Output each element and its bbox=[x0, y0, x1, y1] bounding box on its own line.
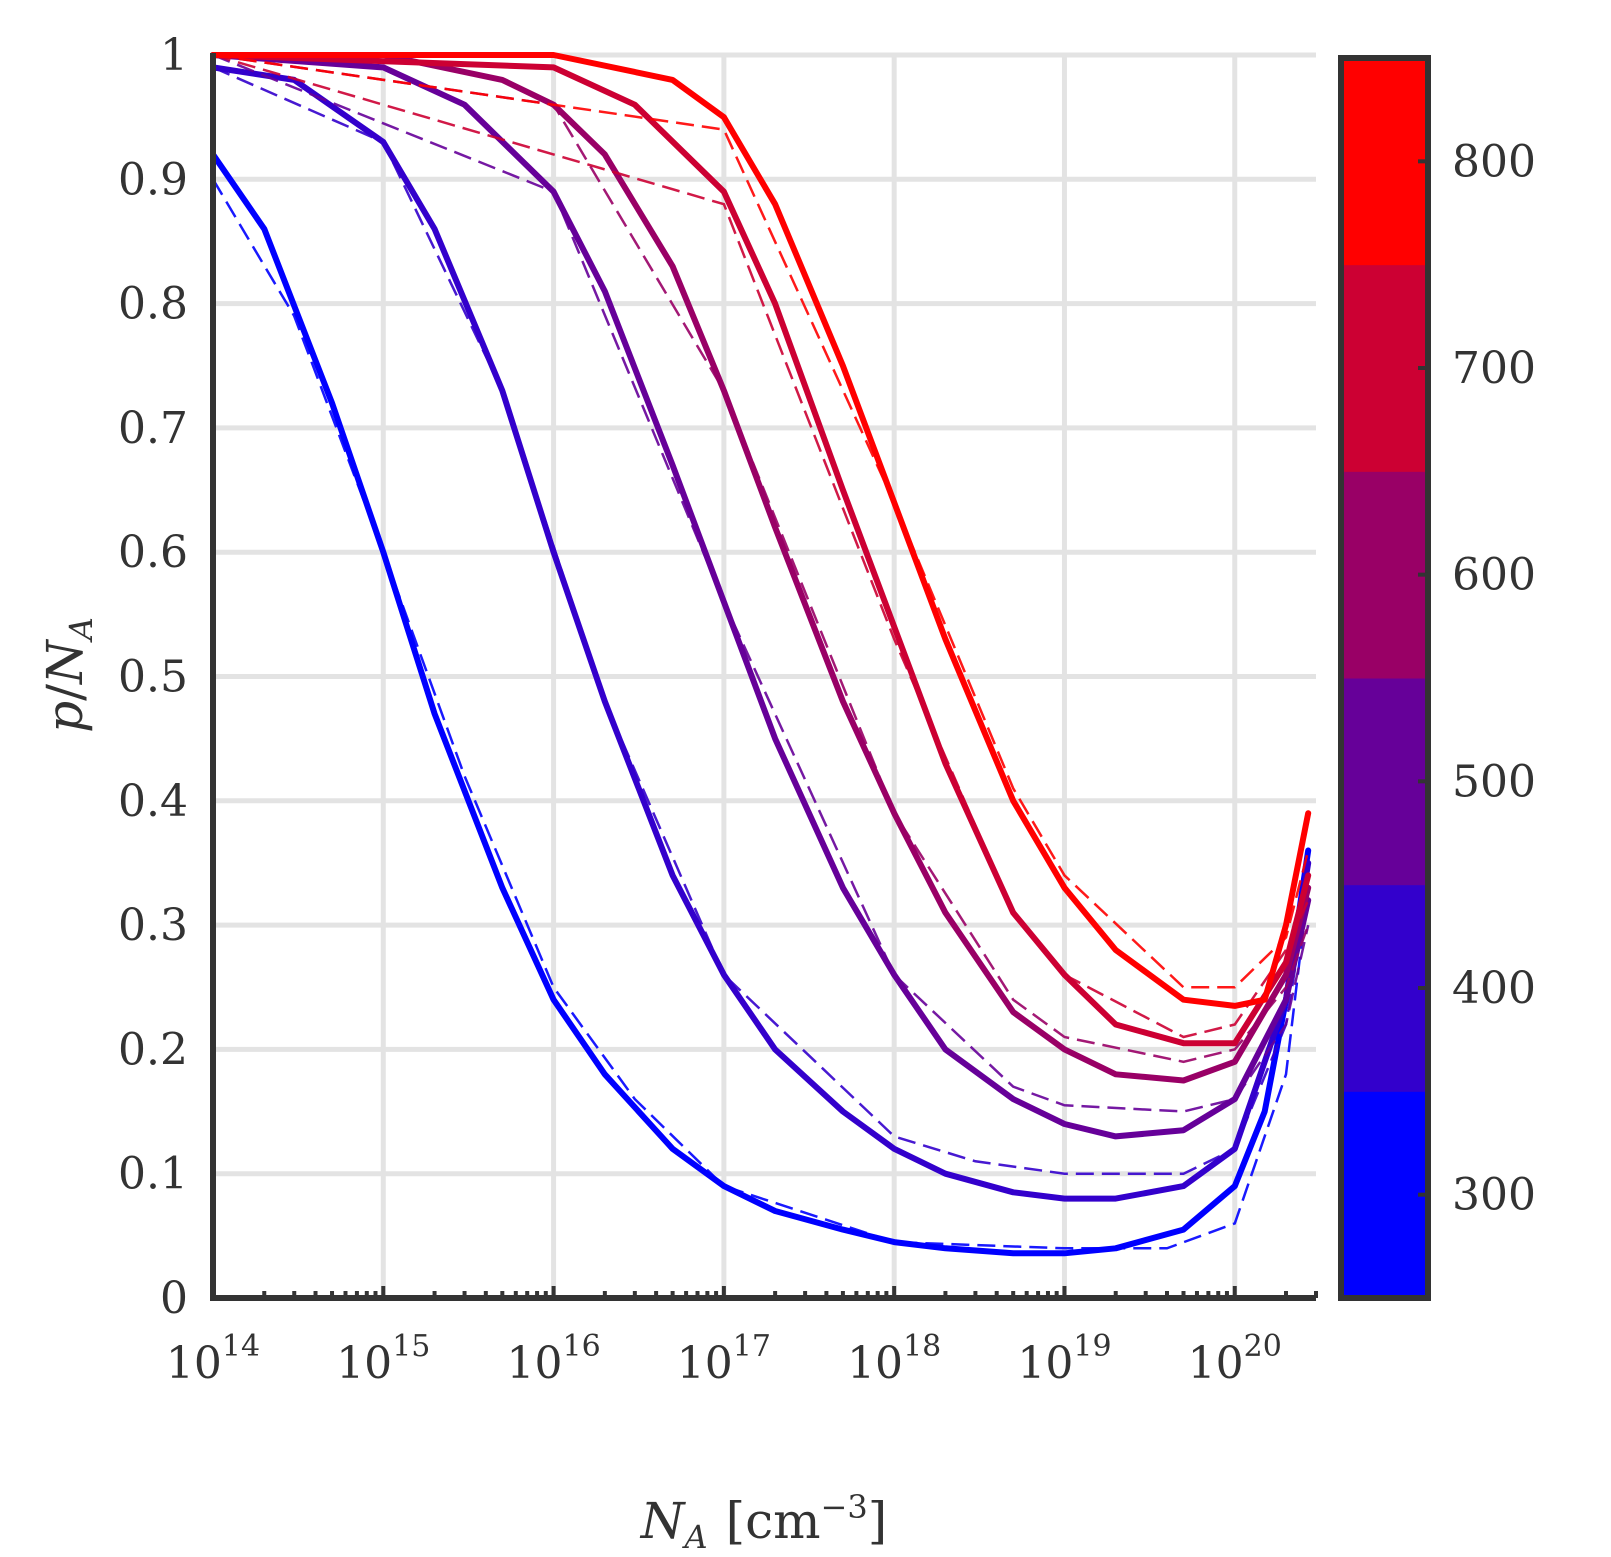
series-800-solid bbox=[210, 52, 1312, 1009]
x-tick-labels: 1014 1015 1016 1017 1018 1019 1020 bbox=[166, 1329, 1282, 1389]
series-300-dashed bbox=[211, 178, 1310, 1250]
y-tick-label-7: 0.7 bbox=[118, 403, 188, 454]
series-800-dashed bbox=[212, 53, 1310, 989]
series-600-solid bbox=[210, 52, 1312, 1084]
series-700-solid bbox=[210, 52, 1312, 1047]
colorbar-frame bbox=[1338, 55, 1431, 1301]
x-tick-label-15: 1015 bbox=[336, 1329, 430, 1389]
series-400-solid bbox=[210, 64, 1312, 1202]
series-500-dashed bbox=[212, 53, 1310, 1113]
x-axis-title: NA [cm−3] bbox=[640, 1488, 887, 1556]
y-tick-label-5: 0.5 bbox=[118, 652, 188, 703]
axes bbox=[210, 53, 1316, 1301]
y-tick-labels: 0 0.1 0.2 0.3 0.4 0.5 0.6 0.7 0.8 0.9 1 bbox=[118, 30, 188, 1324]
colorbar-tick-label-700: 700 bbox=[1452, 343, 1536, 394]
colorbar-band-0 bbox=[1341, 1091, 1428, 1299]
colorbar-band-1 bbox=[1341, 884, 1428, 1092]
series-lines bbox=[210, 52, 1312, 1257]
colorbar-tick-label-800: 800 bbox=[1452, 136, 1536, 187]
colorbar-band-3 bbox=[1341, 471, 1428, 679]
y-tick-label-2: 0.2 bbox=[118, 1024, 188, 1075]
colorbar-tick-label-400: 400 bbox=[1452, 963, 1536, 1014]
colorbar-band-4 bbox=[1341, 264, 1428, 472]
y-tick-label-3: 0.3 bbox=[118, 900, 188, 951]
y-tick-label-10: 1 bbox=[160, 30, 188, 81]
colorbar-tick-label-500: 500 bbox=[1452, 756, 1536, 807]
series-300-solid bbox=[210, 151, 1312, 1257]
y-tick-label-6: 0.6 bbox=[118, 527, 188, 578]
x-tick-label-20: 1020 bbox=[1188, 1329, 1282, 1389]
x-tick-label-14: 1014 bbox=[166, 1329, 260, 1389]
series-600-dashed bbox=[212, 53, 1310, 1064]
x-tick-label-17: 1017 bbox=[677, 1329, 771, 1389]
y-tick-label-9: 0.9 bbox=[118, 154, 188, 205]
colorbar-band-5 bbox=[1341, 58, 1428, 266]
x-tick-label-16: 1016 bbox=[506, 1329, 600, 1389]
y-tick-label-0: 0 bbox=[160, 1273, 188, 1324]
x-tick-label-18: 1018 bbox=[847, 1329, 941, 1389]
y-tick-label-8: 0.8 bbox=[118, 279, 188, 330]
y-tick-label-1: 0.1 bbox=[118, 1149, 188, 1200]
series-500-solid bbox=[210, 52, 1312, 1140]
colorbar: 300 400 500 600 700 800 bbox=[1338, 55, 1536, 1301]
y-axis-title: p/NA bbox=[36, 617, 100, 733]
x-tick-label-19: 1019 bbox=[1017, 1329, 1111, 1389]
colorbar-tick-label-300: 300 bbox=[1452, 1170, 1536, 1221]
colorbar-band-2 bbox=[1341, 678, 1428, 886]
y-tick-label-4: 0.4 bbox=[118, 776, 188, 827]
colorbar-tick-label-600: 600 bbox=[1452, 550, 1536, 601]
